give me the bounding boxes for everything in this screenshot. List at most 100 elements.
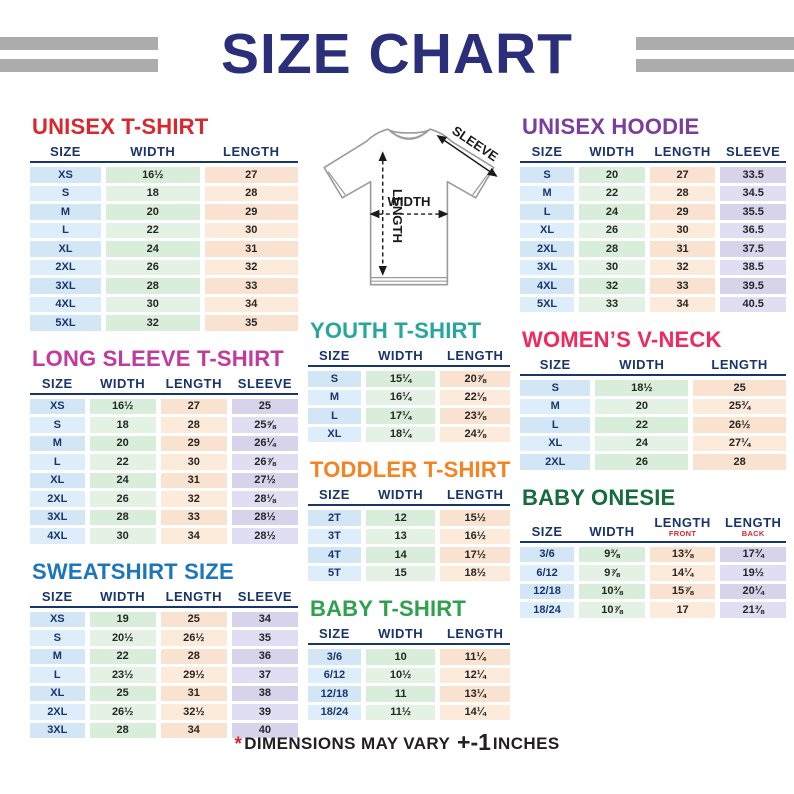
column-header: SIZE [318,348,350,363]
table-body: XS 16½ 27 25 S 18 28 25⅝ M 20 29 26¼ L 22 30 26⅞ XL 24 31 2… [30,398,298,544]
table-cell: 26½ [693,417,786,433]
column-header: WIDTH [378,487,424,502]
table-row: 18/24 10⅞ 17 21⅜ [520,602,786,618]
table-row: 2XL 26 32 [30,259,298,275]
table-cell: 12/18 [520,583,575,599]
asterisk: * [234,734,243,755]
column-header: LENGTH [165,375,223,391]
column-header: SLEEVE [237,375,293,391]
table-cell: 22 [579,185,645,201]
table-cell: L [520,204,575,220]
table-cell: 3XL [30,278,102,294]
table-cell: 24⅜ [440,426,510,442]
table-row: 4XL 30 34 28½ [30,528,298,544]
table-cell: 3XL [30,509,85,525]
table-cell: XL [520,222,575,238]
table-cell: 14 [365,547,436,563]
table-cell: 19 [89,611,156,627]
column-header: LENGTH FRONT [654,514,711,538]
column-header: WIDTH [378,626,424,641]
table-cell: 20½ [89,630,156,646]
table-cell: 26 [579,222,645,238]
decorative-bars-right [636,36,794,72]
table-body: S 18½ 25 M 20 25¾ L 22 26½ XL 24 27¼ 2XL 26 28 [520,380,786,470]
table-cell: 29 [649,204,716,220]
column-header: LENGTH [711,357,768,372]
table-title: LONG SLEEVE T-SHIRT [32,345,284,371]
table-cell: M [308,389,361,405]
table-row: XL 18¼ 24⅜ [308,426,510,442]
table-cell: 26½ [89,704,156,720]
table-header: SIZE WIDTH LENGTH SLEEVE [30,590,298,608]
table-cell: 34 [231,611,298,627]
table-cell: L [30,222,102,238]
table-row: L 17¼ 23⅜ [308,408,510,424]
table-body: 2T 12 15½ 3T 13 16½ 4T 14 17½ 5T 15 18½ [308,510,510,581]
table-cell: 27 [160,398,227,414]
length-label: LENGTH [390,189,405,243]
table-cell: 37.5 [720,241,786,257]
table-row: XL 24 27¼ [520,435,786,451]
column-left: UNISEX T-SHIRT SIZE WIDTH LENGTH XS 16½ 27 S 1… [30,114,298,753]
table-cell: 26 [595,454,689,470]
table-cell: L [30,667,85,683]
table-cell: 17 [649,602,716,618]
table-cell: S [520,167,575,183]
table-cell: 20 [89,435,156,451]
table-cell: 18/24 [520,602,575,618]
table-row: L 23½ 29½ 37 [30,667,298,683]
table-cell: 18½ [440,565,510,581]
table-cell: 28 [693,454,786,470]
table-cell: M [30,435,85,451]
table-cell: 20⅞ [440,371,510,387]
table-row: 2XL 28 31 37.5 [520,241,786,257]
table-cell: 11 [365,686,436,702]
table-cell: L [308,408,361,424]
table-cell: 18½ [595,380,689,396]
column-subheader: FRONT [668,529,697,538]
table-cell: 34 [204,296,298,312]
table-row: M 20 25¾ [520,398,786,414]
table-cell: 32 [649,259,716,275]
table-cell: 31 [649,241,716,257]
size-table-youth-tshirt: YOUTH T-SHIRT SIZE WIDTH LENGTH S 15¼ 20⅞ M 16… [308,318,510,442]
table-row: XL 24 31 [30,241,298,257]
table-cell: XS [30,167,102,183]
column-middle: WIDTH LENGTH SLEEVE YOUTH T-SHIRT SIZE WI… [308,114,510,735]
table-cell: 3/6 [520,546,575,562]
table-cell: 25 [160,611,227,627]
table-cell: 34 [160,528,227,544]
size-table-long-sleeve: LONG SLEEVE T-SHIRT SIZE WIDTH LENGTH SLEEV… [30,346,298,544]
table-cell: 5T [308,565,361,581]
column-header: SIZE [50,144,81,159]
column-header: SIZE [41,588,73,604]
table-cell: 4XL [30,296,102,312]
table-row: XL 26 30 36.5 [520,222,786,238]
table-header: SIZE WIDTH LENGTH [30,145,298,163]
table-cell: L [520,417,591,433]
column-header: SIZE [539,357,571,372]
size-table-baby-onesie: BABY ONESIE SIZE WIDTH LENGTH FRONT LENGTH BA… [520,485,786,618]
page-header: SIZE CHART [0,0,794,108]
table-row: 3XL 30 32 38.5 [520,259,786,275]
table-cell: 17¼ [365,408,436,424]
column-header: LENGTH [446,348,504,363]
table-cell: 27 [204,167,298,183]
table-header: SIZE WIDTH LENGTH SLEEVE [520,145,786,163]
table-cell: 14¼ [649,565,716,581]
table-cell: 22 [106,222,200,238]
table-cell: 28⅛ [231,491,298,507]
table-row: XS 19 25 34 [30,611,298,627]
table-cell: 17¾ [720,546,786,562]
table-cell: 16½ [106,167,200,183]
table-cell: 22 [89,648,156,664]
table-row: S 18½ 25 [520,380,786,396]
table-cell: 23½ [89,667,156,683]
table-cell: 18¼ [365,426,436,442]
table-cell: 15¼ [365,371,436,387]
table-cell: 22 [89,454,156,470]
column-header: LENGTH [165,588,223,604]
table-cell: 32½ [160,704,227,720]
table-header: SIZE WIDTH LENGTH [308,627,510,645]
